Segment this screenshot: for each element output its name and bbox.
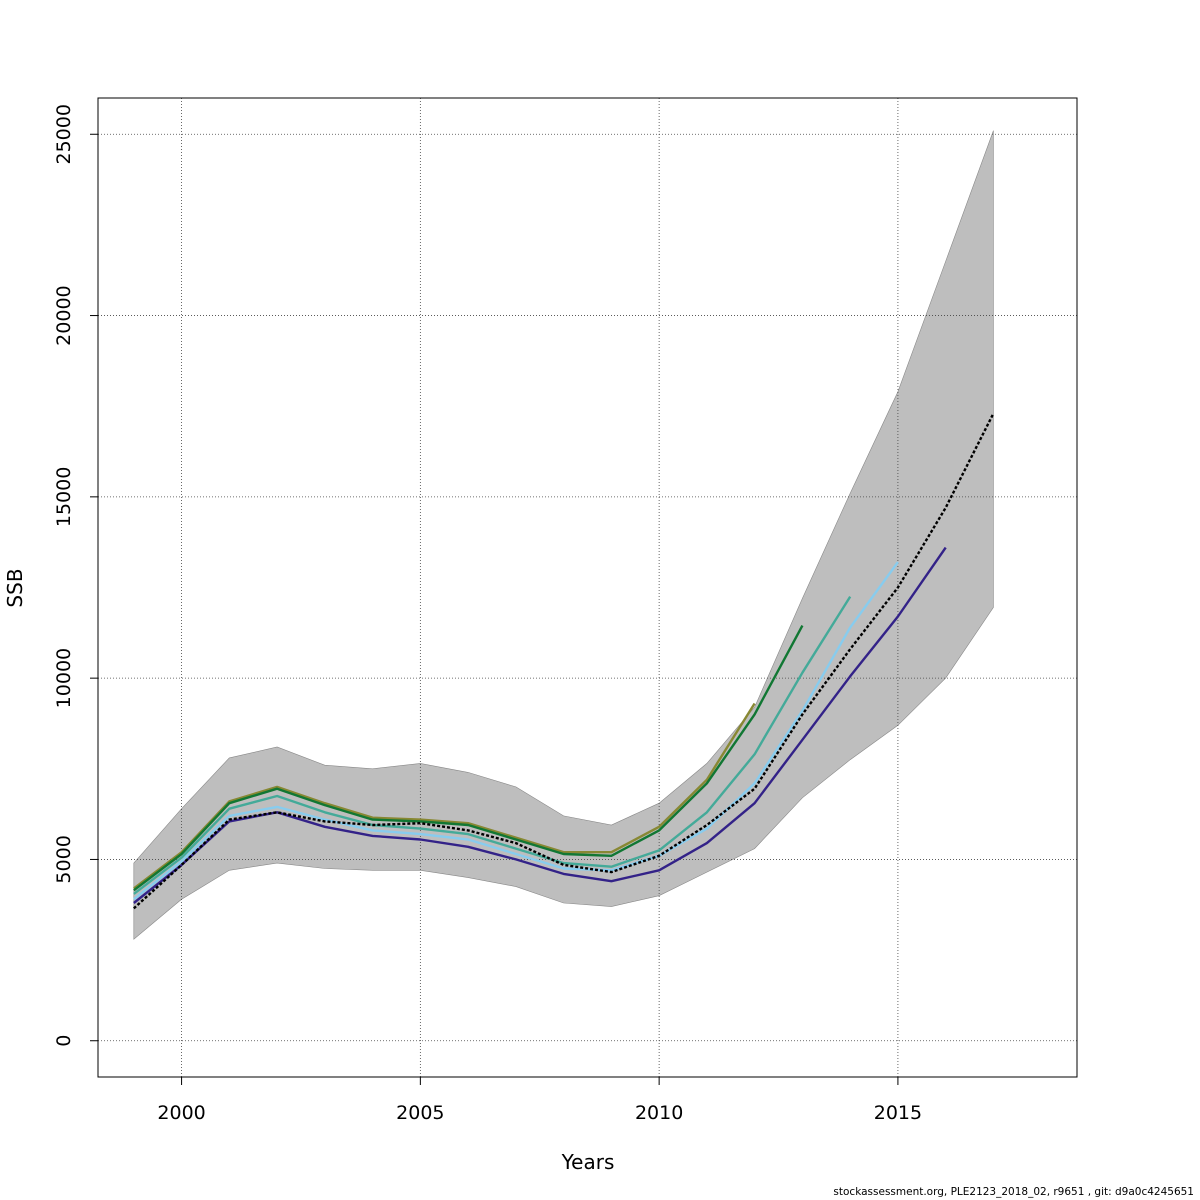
- y-tick-label: 0: [53, 1035, 75, 1047]
- x-tick-label: 2000: [157, 1102, 205, 1124]
- x-tick-label: 2010: [635, 1102, 683, 1124]
- x-axis-title: Years: [561, 1150, 615, 1174]
- y-tick-label: 10000: [53, 648, 75, 708]
- confidence-band-layer: [133, 130, 994, 940]
- x-tick-label: 2015: [874, 1102, 922, 1124]
- series-layer: [132, 412, 995, 910]
- confidence-band: [133, 130, 994, 940]
- x-axis: 2000 2005 2010 2015: [157, 1077, 922, 1124]
- y-axis: 0 5000 10000 15000 20000 25000: [53, 104, 98, 1047]
- y-tick-label: 5000: [53, 835, 75, 883]
- series-line-3: [133, 595, 852, 895]
- y-tick-label: 20000: [53, 285, 75, 345]
- x-tick-label: 2005: [396, 1102, 444, 1124]
- y-axis-title: SSB: [3, 568, 27, 607]
- plot-frame: [97, 97, 1078, 1078]
- series-line-1: [133, 702, 756, 890]
- footer-source: stockassessment.org, PLE2123_2018_02, r9…: [833, 1186, 1194, 1198]
- series-line-4: [133, 561, 899, 901]
- y-tick-label: 15000: [53, 467, 75, 527]
- y-tick-label: 25000: [53, 104, 75, 164]
- series-line-2: [133, 625, 804, 892]
